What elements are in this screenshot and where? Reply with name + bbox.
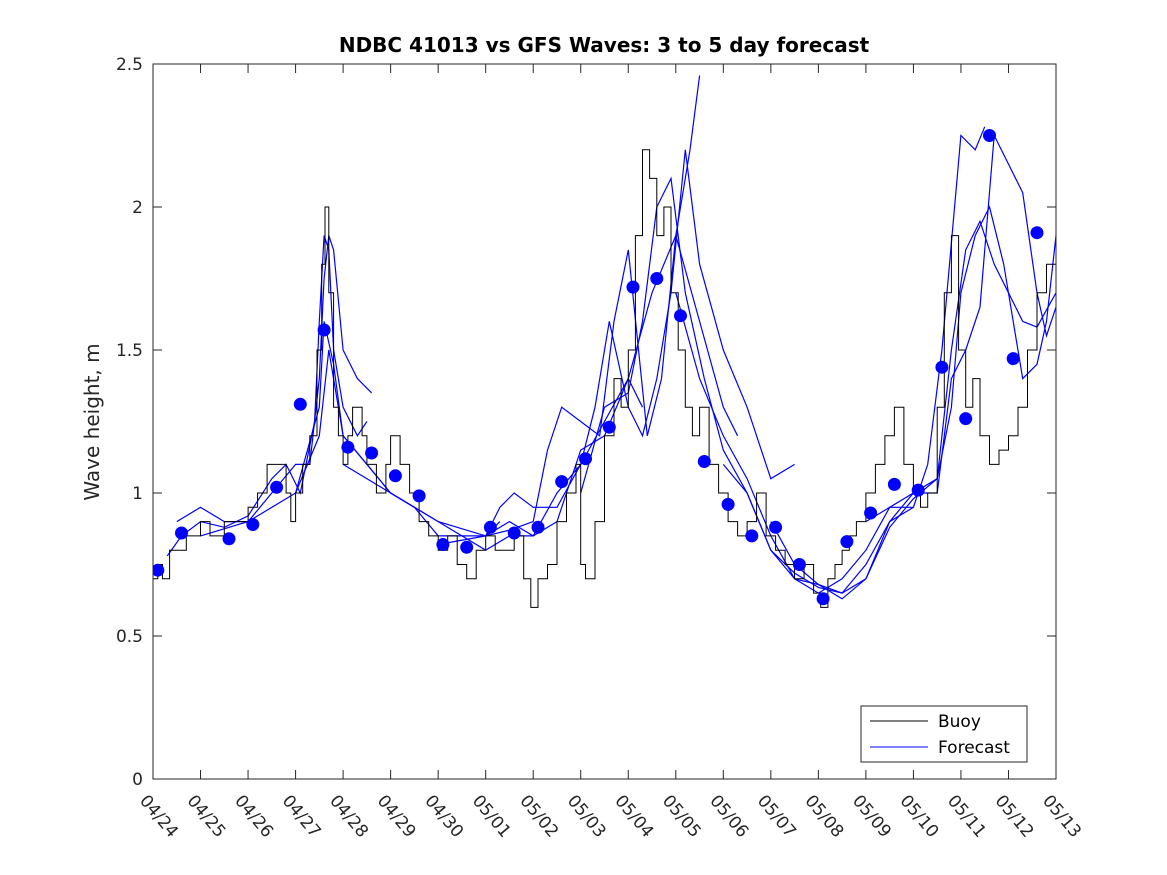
forecast-point [246, 518, 260, 531]
forecast-point [1030, 226, 1044, 240]
forecast-line-6 [485, 75, 701, 537]
legend-buoy-label: Buoy [938, 712, 981, 732]
y-tick-label: 0 [132, 770, 143, 790]
plot-frame [152, 63, 1057, 780]
forecast-point [270, 480, 284, 494]
y-tick-label: 2.5 [116, 55, 143, 75]
forecast-point [840, 535, 854, 549]
forecast-point [388, 469, 402, 483]
legend-forecast-label: Forecast [938, 738, 1010, 758]
forecast-line-4 [342, 233, 739, 537]
forecast-point [816, 592, 830, 606]
forecast-point [293, 397, 307, 411]
buoy-line [153, 149, 1056, 608]
forecast-point [674, 309, 687, 323]
forecast-point [887, 477, 901, 491]
forecast-point [555, 475, 569, 489]
y-tick-label: 2 [132, 198, 143, 218]
y-tick-label: 0.5 [116, 627, 143, 647]
forecast-point [1006, 352, 1020, 366]
forecast-point [602, 420, 616, 434]
legend: Buoy Forecast [860, 705, 1028, 763]
forecast-point [935, 360, 949, 374]
forecast-point [436, 538, 450, 551]
forecast-line-0 [166, 235, 368, 557]
forecast-point [697, 455, 711, 468]
forecast-point [317, 323, 331, 337]
forecast-point [959, 412, 973, 426]
legend-box [860, 705, 1028, 763]
forecast-line-10 [770, 205, 1056, 600]
forecast-point [983, 129, 996, 142]
forecast-point [175, 526, 188, 540]
y-tick-label: 1 [132, 484, 143, 504]
forecast-point [792, 558, 806, 571]
forecast-point [911, 483, 925, 497]
forecast-point [365, 446, 379, 460]
forecast-point [745, 529, 759, 543]
forecast-line-5 [438, 149, 795, 546]
forecast-line-9 [722, 219, 1056, 594]
chart-title: NDBC 41013 vs GFS Waves: 3 to 5 day fore… [339, 33, 870, 57]
forecast-point [507, 526, 521, 540]
forecast-point [864, 506, 878, 520]
forecast-point [460, 540, 474, 554]
forecast-point [721, 497, 735, 511]
y-tick-label: 1.5 [116, 341, 143, 361]
forecast-point [769, 520, 783, 534]
forecast-point [483, 520, 497, 534]
forecast-point [531, 520, 545, 534]
forecast-point [579, 452, 592, 466]
forecast-point [341, 440, 355, 454]
forecast-point [626, 280, 640, 294]
forecast-point [412, 489, 426, 503]
forecast-line-7 [580, 176, 914, 594]
y-axis-label: Wave height, m [80, 343, 104, 500]
forecast-point [650, 272, 664, 285]
forecast-point [153, 563, 165, 577]
forecast-point [222, 532, 236, 546]
